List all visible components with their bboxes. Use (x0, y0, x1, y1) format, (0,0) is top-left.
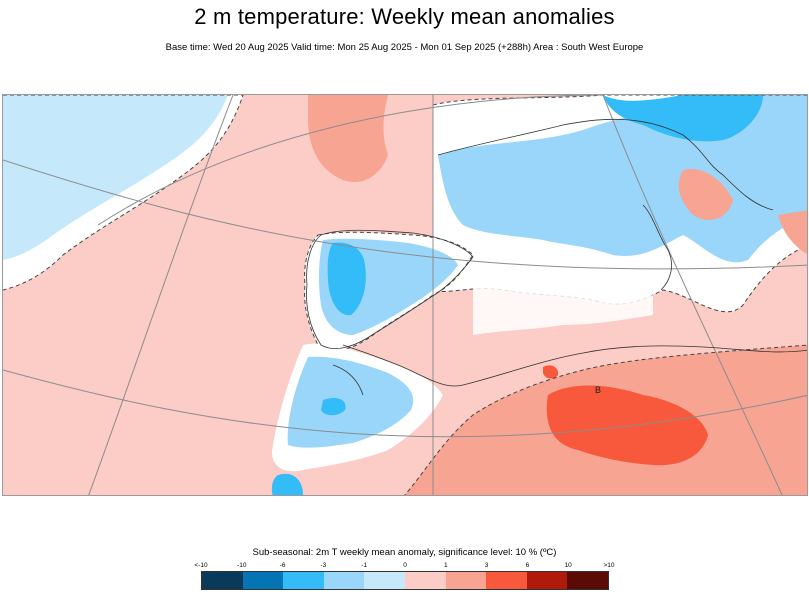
page-subtitle: Base time: Wed 20 Aug 2025 Valid time: M… (165, 42, 644, 53)
mediterranean-neutral (473, 265, 653, 335)
legend-color-bar (201, 571, 609, 590)
legend-swatch (445, 572, 487, 589)
legend-swatch (323, 572, 365, 589)
legend-swatch (283, 572, 324, 589)
atlas-hot-spot (543, 365, 559, 379)
atlas-strong-cool (271, 473, 303, 495)
legend-title: Sub-seasonal: 2m T weekly mean anomaly, … (252, 547, 557, 558)
atlantic-significance-contour (3, 95, 244, 291)
atlantic-cool-region (3, 95, 228, 260)
legend-swatch (567, 572, 608, 589)
portugal-strong-cool (327, 242, 366, 316)
east-warm-patch (778, 210, 807, 254)
legend-tick-labels: <-10 -10 -6 -3 -1 0 1 3 6 10 >10 (194, 562, 614, 572)
legend-tick: 6 (525, 562, 530, 569)
legend-swatch (242, 572, 284, 589)
legend-tick: -10 (237, 562, 247, 569)
map-marker-label: B (595, 385, 601, 395)
legend-tick: 10 (564, 562, 572, 569)
map-svg: B (3, 95, 807, 495)
legend-tick: -6 (279, 562, 286, 569)
coastlines (306, 118, 807, 396)
legend-tick: 0 (403, 562, 407, 569)
legend-tick: 1 (443, 562, 448, 569)
morocco-strong-cool (321, 398, 346, 416)
page-title: 2 m temperature: Weekly mean anomalies (194, 4, 615, 29)
legend-swatch (202, 572, 243, 589)
legend-swatch (404, 572, 446, 589)
balkans-warm-patch (678, 169, 733, 220)
graticule (3, 95, 807, 495)
legend-tick: 3 (484, 562, 489, 569)
africa-significance-contour (404, 344, 807, 495)
algeria-strong-warm (546, 385, 708, 466)
legend-tick: >10 (603, 562, 615, 569)
anomaly-map: B (2, 94, 808, 496)
legend-swatch (364, 572, 405, 589)
alps-strong-cool (603, 95, 763, 142)
legend-swatch (486, 572, 527, 589)
legend-tick: <-10 (194, 562, 208, 569)
legend-tick: -1 (361, 562, 368, 569)
legend-swatch (526, 572, 568, 589)
legend-tick: -3 (320, 562, 327, 569)
biscay-warm-patch (308, 95, 388, 183)
morocco-cool-region (287, 356, 414, 448)
